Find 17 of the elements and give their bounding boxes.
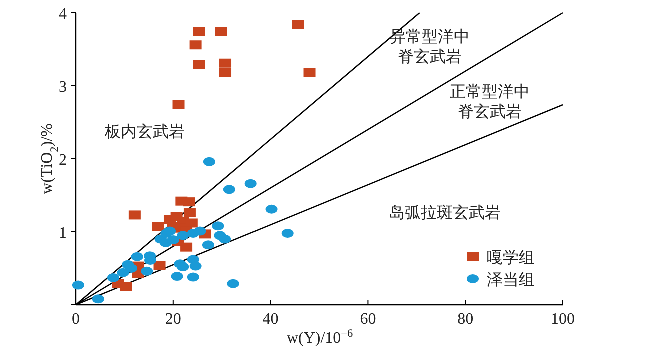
annotation: 正常型洋中脊玄武岩 (450, 83, 530, 121)
y-tick-label: 4 (59, 6, 67, 23)
annotation: 异常型洋中脊玄武岩 (390, 28, 470, 66)
x-tick-label: 60 (360, 311, 376, 328)
y-tick-label: 3 (59, 79, 67, 96)
x-axis-title: w(Y)/10$^{−6}$ (286, 328, 354, 347)
annotation: 岛弧拉斑玄武岩 (389, 204, 501, 222)
legend-label: 泽当组 (487, 271, 535, 289)
x-tick-label: 40 (262, 311, 279, 328)
x-tick-label: 80 (458, 311, 474, 328)
y-tick-label: 2 (59, 152, 67, 169)
x-tick-label: 100 (551, 311, 575, 328)
legend-label: 嘎学组 (487, 249, 535, 267)
annotation: 板内玄武岩 (104, 123, 185, 141)
x-tick-label: 20 (165, 311, 182, 328)
x-tick-label: 0 (72, 311, 80, 328)
y-tick-label: 1 (59, 225, 67, 242)
